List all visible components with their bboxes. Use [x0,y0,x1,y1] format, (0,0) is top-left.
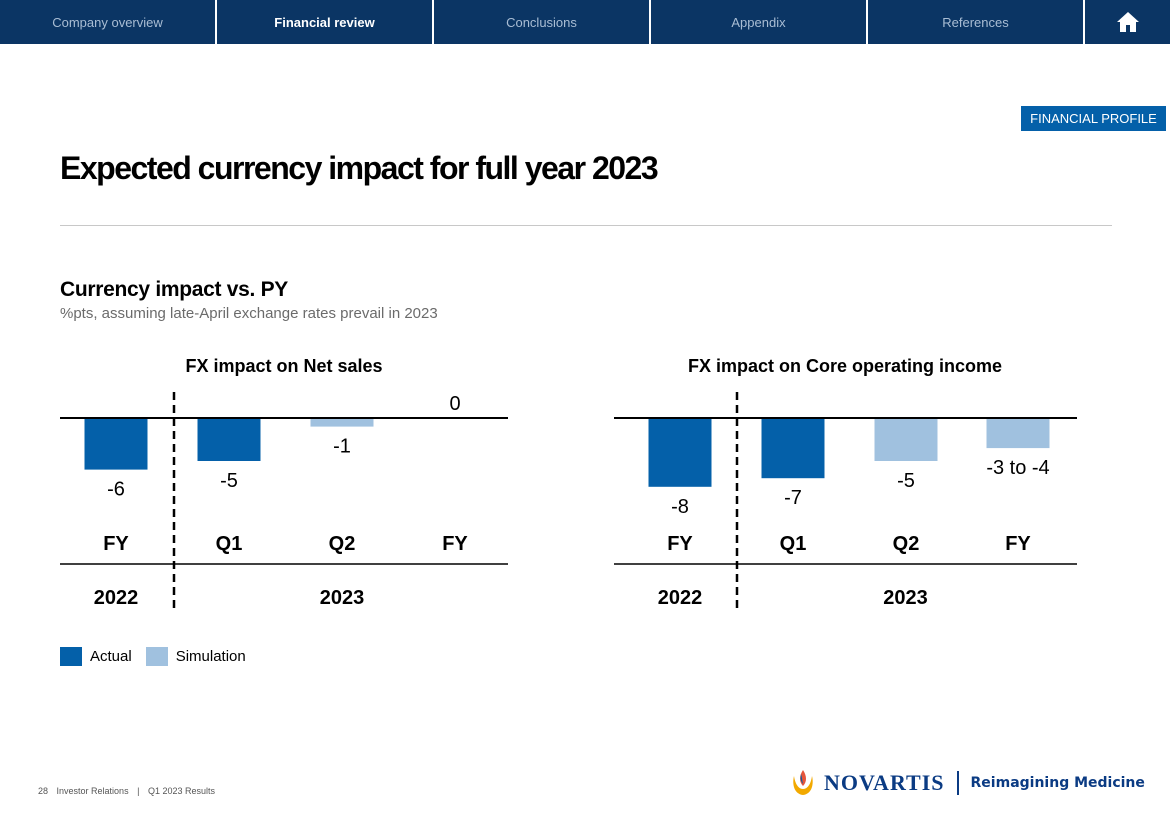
bar-core-op-income-3 [986,418,1050,449]
category-label-core-op-income-1: Q1 [780,533,807,555]
tab-conclusions[interactable]: Conclusions [434,0,651,44]
chart-title-core-op-income: FX impact on Core operating income [688,356,1002,376]
bar-core-op-income-2 [874,418,938,461]
top-navigation: Company overview Financial review Conclu… [0,0,1170,44]
tab-references[interactable]: References [868,0,1085,44]
data-label-core-op-income-0: -8 [671,496,689,518]
data-label-core-op-income-2: -5 [897,470,915,492]
bar-core-op-income-1 [761,418,825,479]
chart-note: %pts, assuming late-April exchange rates… [60,305,438,322]
footer: 28 Investor Relations | Q1 2023 Results [38,786,221,796]
chart-legend: Actual Simulation [60,647,260,666]
category-label-net-sales-3: FY [442,533,468,555]
legend-item-actual: Actual [60,647,132,666]
category-label-core-op-income-2: Q2 [893,533,920,555]
category-label-core-op-income-3: FY [1005,533,1031,555]
bar-core-op-income-0 [648,418,712,487]
chart-subtitle: Currency impact vs. PY [60,278,288,301]
data-label-core-op-income-3: -3 to -4 [986,457,1049,479]
group-label-net-sales-1: 2023 [320,587,365,609]
data-label-net-sales-2: -1 [333,436,351,458]
logo-tagline: Reimagining Medicine [970,775,1145,791]
bar-net-sales-2 [310,418,374,427]
category-label-net-sales-1: Q1 [216,533,243,555]
category-label-net-sales-0: FY [103,533,129,555]
tab-company-overview[interactable]: Company overview [0,0,217,44]
title-divider [60,225,1112,226]
data-label-net-sales-3: 0 [449,393,460,415]
bar-net-sales-1 [197,418,261,461]
home-button[interactable] [1085,0,1170,44]
fx-impact-charts: FX impact on Net sales -6 FY -5 Q1 -1 Q2 0 FY 202… [60,356,1077,609]
footer-section: Investor Relations [56,786,129,796]
category-label-core-op-income-0: FY [667,533,693,555]
data-label-net-sales-1: -5 [220,470,238,492]
legend-label-actual: Actual [90,648,132,665]
home-icon [1116,12,1139,32]
page-number: 28 [38,786,49,796]
tab-appendix[interactable]: Appendix [651,0,868,44]
novartis-logo: NOVARTIS Reimagining Medicine [790,768,1145,798]
logo-separator [956,771,959,795]
legend-swatch-simulation [145,647,168,666]
page-title: Expected currency impact for full year 2… [60,150,659,186]
group-label-net-sales-0: 2022 [94,587,139,609]
flame-logo-icon [793,770,813,795]
footer-separator: | [137,786,140,796]
chart-title-net-sales: FX impact on Net sales [185,356,382,376]
data-label-core-op-income-1: -7 [784,487,802,509]
logo-wordmark: NOVARTIS [824,770,945,795]
tab-financial-review[interactable]: Financial review [217,0,434,44]
group-label-core-op-income-0: 2022 [658,587,703,609]
legend-item-simulation: Simulation [145,647,246,666]
section-badge: FINANCIAL PROFILE [1021,106,1166,131]
legend-label-simulation: Simulation [175,648,246,665]
bar-net-sales-0 [84,418,148,470]
category-label-net-sales-2: Q2 [329,533,356,555]
footer-doc: Q1 2023 Results [147,786,215,796]
group-label-core-op-income-1: 2023 [883,587,928,609]
legend-swatch-actual [60,647,82,666]
data-label-net-sales-0: -6 [107,479,125,501]
